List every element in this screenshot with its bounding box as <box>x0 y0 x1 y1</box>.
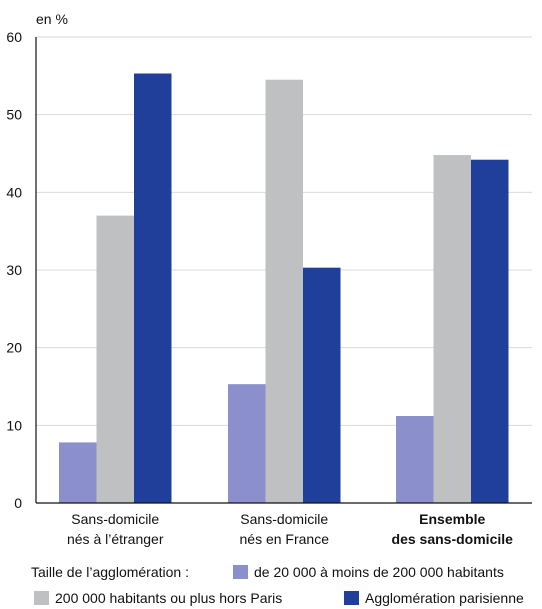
bar-2-1 <box>228 384 266 503</box>
x-category-label-2-line-1: Sans-domicile <box>240 511 328 527</box>
legend-swatch-1 <box>233 565 248 579</box>
y-tick-label-40: 40 <box>6 184 22 200</box>
bar-1-3 <box>134 73 172 504</box>
axes <box>35 37 532 504</box>
bar-3-3 <box>471 159 509 504</box>
legend-swatch-3 <box>344 591 359 605</box>
x-category-label-1-line-2: nés à l’étranger <box>67 531 164 547</box>
legend-label-1: de 20 000 à moins de 200 000 habitants <box>254 564 504 580</box>
y-unit-label: en % <box>36 11 68 27</box>
legend-title: Taille de l’agglomération : <box>31 564 189 580</box>
y-tick-label-60: 60 <box>6 29 22 45</box>
y-tick-label-20: 20 <box>6 340 22 356</box>
legend-swatch-2 <box>34 591 49 605</box>
legend: Taille de l’agglomération : de 20 000 à … <box>31 564 524 606</box>
bars <box>59 73 509 504</box>
x-category-label-3-line-2: des sans-domicile <box>392 531 514 547</box>
bar-1-1 <box>59 442 97 503</box>
y-tick-label-30: 30 <box>6 262 22 278</box>
bar-2-2 <box>265 79 303 503</box>
x-category-label-2-line-2: nés en France <box>240 531 330 547</box>
bar-1-2 <box>96 215 134 503</box>
x-category-label-3-line-1: Ensemble <box>419 511 485 527</box>
x-category-label-1-line-1: Sans-domicile <box>71 511 159 527</box>
y-tick-label-10: 10 <box>6 417 22 433</box>
bar-3-2 <box>433 155 471 503</box>
legend-label-3: Agglomération parisienne <box>365 590 524 606</box>
y-tick-label-50: 50 <box>6 107 22 123</box>
bar-2-3 <box>303 267 341 503</box>
y-tick-label-0: 0 <box>14 495 22 511</box>
legend-label-2: 200 000 habitants ou plus hors Paris <box>55 590 282 606</box>
bar-3-1 <box>396 416 434 503</box>
axis-labels: en % 0 10 20 30 40 50 60 Sans-domicile nés à l’é… <box>6 11 513 547</box>
